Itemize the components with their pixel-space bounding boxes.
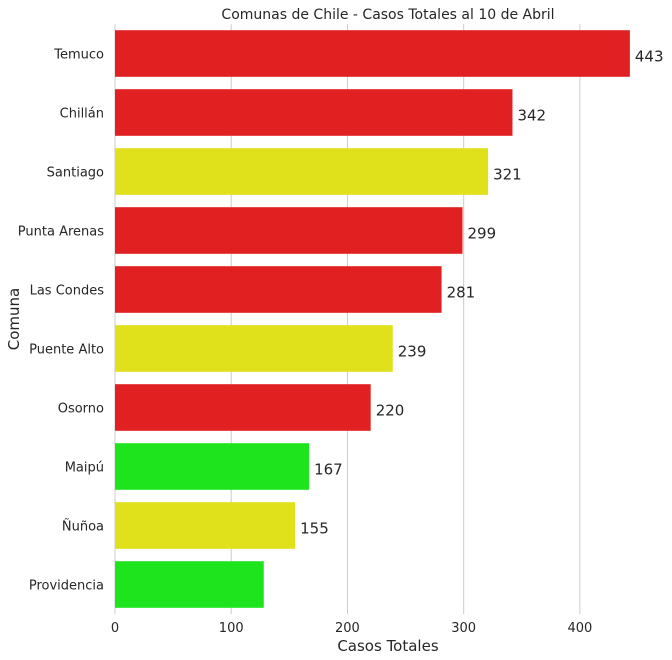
- value-label: 281: [447, 284, 476, 302]
- category-label: Maipú: [65, 461, 104, 476]
- bar: [115, 443, 310, 490]
- bar: [115, 384, 371, 431]
- value-label: 342: [517, 107, 546, 125]
- category-label: Santiago: [47, 166, 104, 181]
- value-label: 321: [493, 166, 522, 184]
- x-tick-label: 200: [335, 621, 360, 636]
- category-label: Providencia: [29, 579, 104, 594]
- bar: [115, 502, 296, 549]
- value-label: 239: [398, 343, 427, 361]
- value-label: 299: [468, 225, 497, 243]
- bar: [115, 325, 393, 372]
- category-label: Temuco: [53, 48, 104, 63]
- value-label: 220: [376, 402, 405, 420]
- x-tick-label: 400: [567, 621, 592, 636]
- x-tick-label: 0: [111, 621, 119, 636]
- value-label: 167: [314, 461, 343, 479]
- x-tick-label: 100: [219, 621, 244, 636]
- category-label: Osorno: [58, 402, 104, 417]
- bars: [115, 30, 630, 608]
- bar: [115, 207, 463, 254]
- y-axis-label: Comuna: [5, 288, 23, 350]
- category-label: Puente Alto: [29, 343, 104, 358]
- category-label: Chillán: [60, 107, 104, 122]
- bar: [115, 148, 489, 195]
- category-labels: Temuco Chillán Santiago Punta Arenas Las Con…: [18, 48, 104, 594]
- category-label: Punta Arenas: [18, 225, 104, 240]
- value-label: 443: [635, 48, 664, 66]
- bar: [115, 30, 630, 77]
- x-tick-label: 300: [451, 621, 476, 636]
- bar: [115, 266, 442, 313]
- value-label: 155: [300, 520, 329, 538]
- bar: [115, 89, 513, 136]
- x-axis-label: Casos Totales: [337, 637, 439, 655]
- x-tick-labels: 0 100 200 300 400: [111, 621, 592, 636]
- category-label: Las Condes: [30, 284, 105, 299]
- bar: [115, 561, 264, 608]
- category-label: Ñuñoa: [62, 519, 104, 535]
- chart-title: Comunas de Chile - Casos Totales al 10 d…: [221, 7, 554, 23]
- value-labels: 443 342 321 299 281 239 220 167 155: [300, 48, 663, 538]
